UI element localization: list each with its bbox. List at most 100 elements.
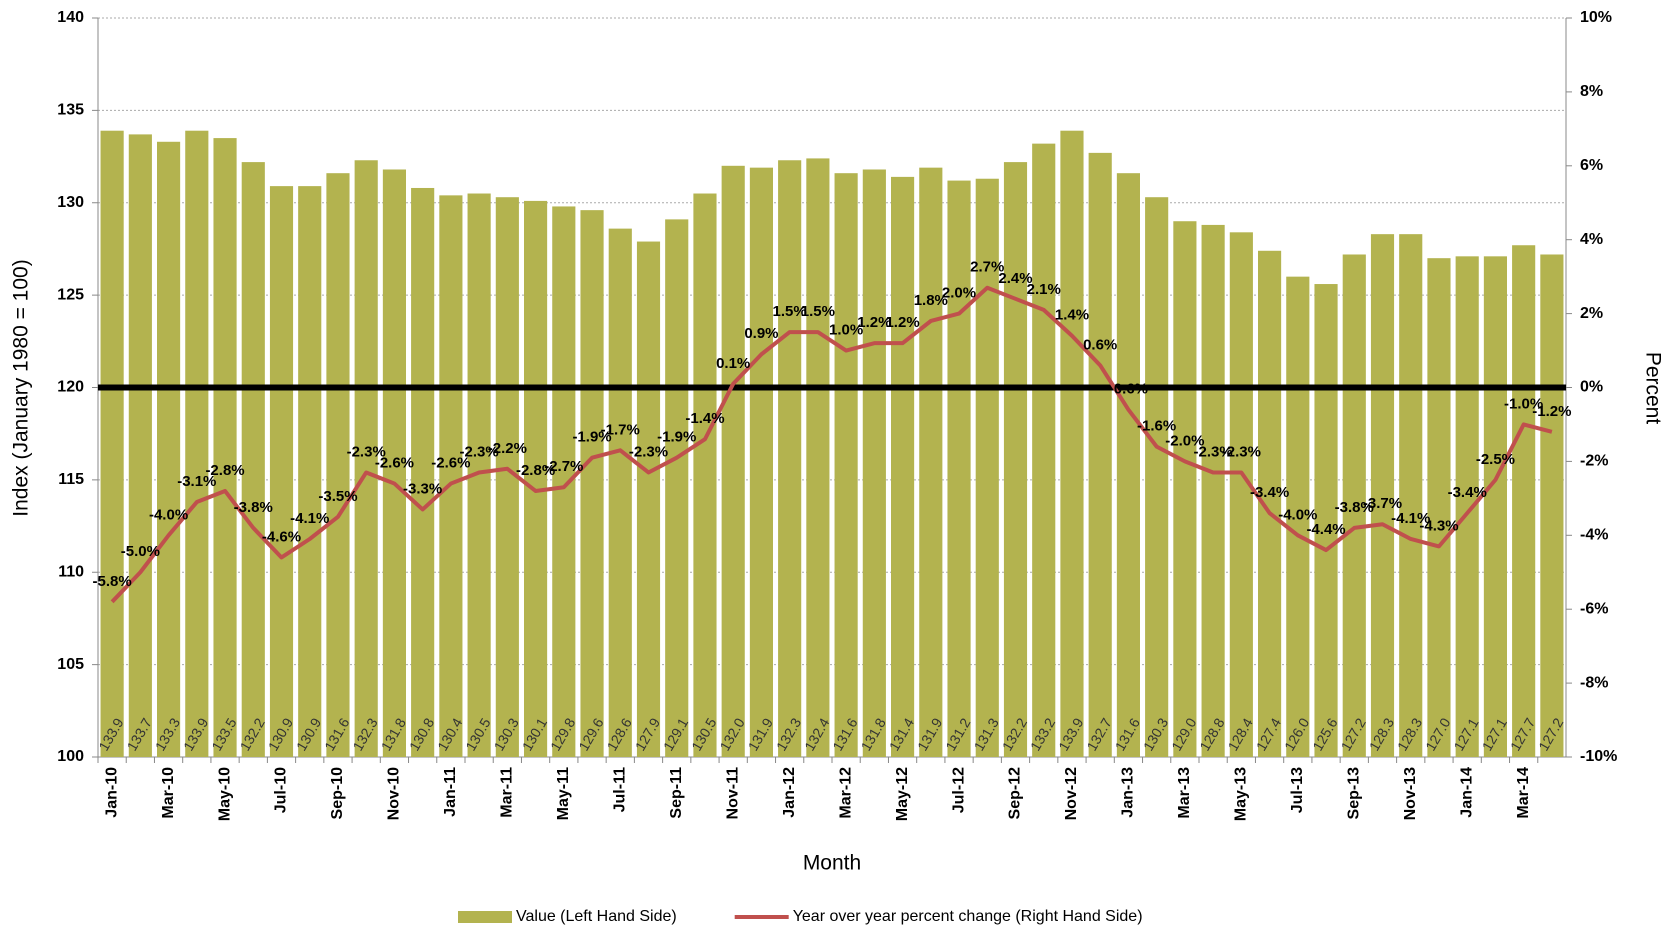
bar (1229, 232, 1253, 757)
bar (411, 187, 435, 758)
bar (298, 186, 322, 757)
line-value-label: -4.1% (1391, 510, 1430, 527)
bar (157, 141, 181, 758)
line-value-label: -2.5% (1476, 451, 1515, 468)
line-value-label: -4.1% (290, 510, 329, 527)
bar (1201, 224, 1225, 758)
y-axis-title: Index (January 1980 = 100) (10, 259, 33, 516)
line-value-label: -1.9% (657, 429, 696, 446)
x-tick-label: Jul-13 (1289, 767, 1306, 813)
line-value-label: -2.3% (1194, 443, 1233, 460)
bar (721, 165, 745, 758)
line-value-label: -2.3% (629, 443, 668, 460)
x-tick-label: Nov-11 (724, 767, 741, 820)
x-tick-label: Jan-11 (442, 767, 459, 817)
bar (891, 176, 915, 757)
x-tick-label: Mar-11 (499, 767, 516, 818)
line-value-label: -2.3% (347, 443, 386, 460)
line-value-label: -2.3% (1222, 443, 1261, 460)
line-value-label: 2.4% (998, 270, 1032, 287)
bar (1173, 221, 1197, 758)
y-tick-label: 130 (57, 194, 84, 211)
line-value-label: -4.6% (262, 528, 301, 545)
legend-label: Year over year percent change (Right Han… (793, 908, 1143, 925)
line-value-label: -3.8% (1335, 499, 1374, 516)
line-value-label: -2.0% (1165, 432, 1204, 449)
line-value-label: -2.2% (488, 440, 527, 457)
bar (100, 130, 124, 757)
y2-tick-label: 10% (1580, 9, 1612, 26)
bar (778, 160, 802, 757)
bar (1399, 234, 1423, 758)
line-value-label: -1.9% (572, 429, 611, 446)
line-value-label: 2.0% (942, 285, 976, 302)
line-value-label: -3.7% (1363, 495, 1402, 512)
line-value-label: -4.4% (1306, 521, 1345, 538)
y2-tick-label: 2% (1580, 305, 1603, 322)
line-value-label: 0.9% (744, 325, 778, 342)
bar (185, 130, 209, 757)
legend-swatch (458, 911, 512, 923)
y-tick-label: 140 (57, 9, 84, 26)
line-value-label: -1.6% (1137, 418, 1176, 435)
x-tick-label: Mar-13 (1176, 767, 1193, 819)
line-value-label: 1.2% (857, 314, 891, 331)
x-tick-label: Mar-14 (1515, 767, 1532, 819)
bar (1427, 258, 1451, 757)
bar (975, 178, 999, 758)
line-value-label: -0.6% (1109, 381, 1148, 398)
bar (213, 138, 237, 757)
line-value-label: -2.8% (516, 462, 555, 479)
y2-tick-label: -8% (1580, 674, 1608, 691)
bar (749, 167, 773, 757)
bar (128, 134, 152, 757)
x-tick-label: Nov-10 (386, 767, 403, 820)
line-value-label: 1.5% (801, 303, 835, 320)
x-tick-label: Sep-13 (1345, 767, 1362, 820)
line-value-label: -2.8% (205, 462, 244, 479)
bar (1512, 245, 1536, 757)
bar (1286, 276, 1310, 757)
bar (806, 158, 830, 757)
bar (1032, 143, 1056, 757)
bar (580, 210, 604, 757)
bar (1540, 254, 1564, 758)
line-value-label: -3.3% (403, 480, 442, 497)
y2-tick-label: 0% (1580, 379, 1603, 396)
line (110, 285, 1553, 604)
y-tick-label: 120 (57, 379, 84, 396)
bar (947, 180, 971, 757)
x-tick-label: May-13 (1233, 767, 1250, 821)
x-tick-label: Mar-10 (160, 767, 177, 819)
line-value-label: 1.5% (773, 303, 807, 320)
line-value-label: 1.2% (885, 314, 919, 331)
x-tick-label: Jul-11 (611, 767, 628, 812)
y-tick-label: 135 (57, 102, 84, 119)
x-tick-label: May-10 (216, 767, 233, 821)
bar (1258, 250, 1282, 757)
line-value-label: 2.1% (1027, 281, 1061, 298)
line-value-label: -1.0% (1504, 395, 1543, 412)
y2-tick-label: -2% (1580, 453, 1608, 470)
bar (1060, 130, 1084, 757)
line-value-label: -3.4% (1448, 484, 1487, 501)
bar (862, 169, 886, 757)
bar (1455, 256, 1479, 757)
bar (834, 173, 858, 757)
bar (665, 219, 689, 757)
y2-tick-label: 4% (1580, 231, 1603, 248)
line-value-label: -3.8% (234, 499, 273, 516)
bar (1370, 234, 1395, 758)
bar (326, 173, 350, 757)
x-tick-label: Mar-12 (837, 767, 854, 819)
line-value-label: -1.2% (1532, 403, 1571, 420)
bar (495, 197, 519, 757)
bar (1116, 173, 1140, 757)
x-tick-label: Nov-13 (1402, 767, 1419, 820)
line-value-label: -4.0% (1278, 506, 1317, 523)
line-value-label: -3.1% (177, 473, 216, 490)
bar (1088, 152, 1112, 757)
y-tick-label: 125 (57, 286, 84, 303)
bar (382, 169, 406, 757)
